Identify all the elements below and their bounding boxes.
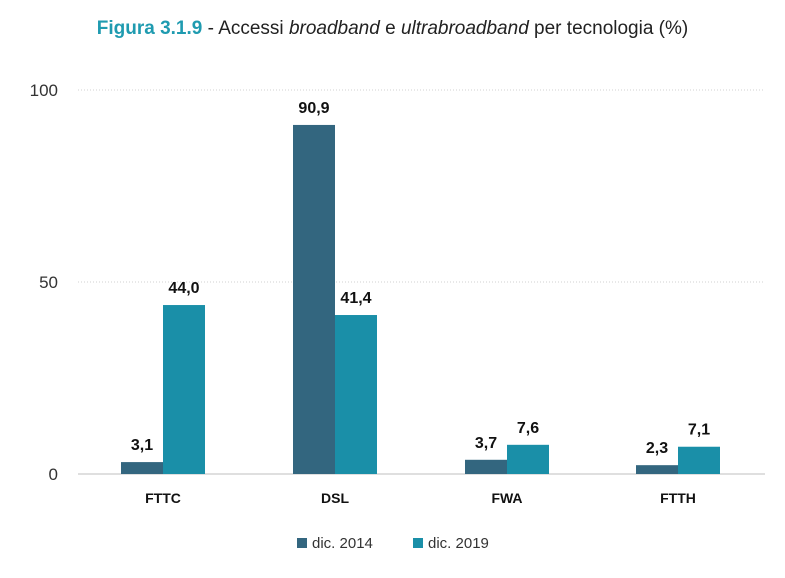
title-mid: e bbox=[379, 18, 401, 39]
title-word-broadband: broadband bbox=[288, 18, 380, 39]
legend-swatch bbox=[413, 538, 423, 548]
x-category-label: FTTC bbox=[145, 490, 181, 506]
bar bbox=[636, 465, 678, 474]
figure-label: Figura 3.1.9 bbox=[96, 18, 203, 39]
data-label: 7,6 bbox=[517, 420, 539, 437]
data-label: 3,1 bbox=[131, 437, 153, 454]
data-label: 3,7 bbox=[475, 435, 497, 452]
legend-swatch bbox=[297, 538, 307, 548]
bar bbox=[163, 305, 205, 474]
legend-label: dic. 2019 bbox=[428, 535, 489, 552]
data-label: 7,1 bbox=[688, 422, 710, 439]
y-tick-label: 100 bbox=[30, 81, 58, 100]
x-category-label: FTTH bbox=[660, 490, 696, 506]
title-tail: per tecnologia (%) bbox=[528, 18, 689, 39]
bar bbox=[335, 315, 377, 474]
data-label: 41,4 bbox=[340, 290, 371, 307]
data-label: 44,0 bbox=[168, 280, 199, 297]
legend-label: dic. 2014 bbox=[312, 535, 373, 552]
bar bbox=[121, 462, 163, 474]
y-tick-label: 0 bbox=[49, 465, 58, 484]
data-label: 90,9 bbox=[298, 100, 329, 117]
chart-title: Figura 3.1.9 - Accessi broadband e ultra… bbox=[0, 18, 785, 40]
x-category-label: DSL bbox=[321, 490, 349, 506]
x-category-label: FWA bbox=[491, 490, 522, 506]
data-label: 2,3 bbox=[646, 440, 668, 457]
bar bbox=[465, 459, 507, 474]
y-tick-label: 50 bbox=[39, 273, 58, 292]
bar bbox=[293, 124, 335, 474]
title-separator: - Accessi bbox=[202, 18, 289, 39]
title-word-ultrabroadband: ultrabroadband bbox=[400, 18, 529, 39]
bar bbox=[678, 446, 720, 474]
bar bbox=[507, 444, 549, 474]
